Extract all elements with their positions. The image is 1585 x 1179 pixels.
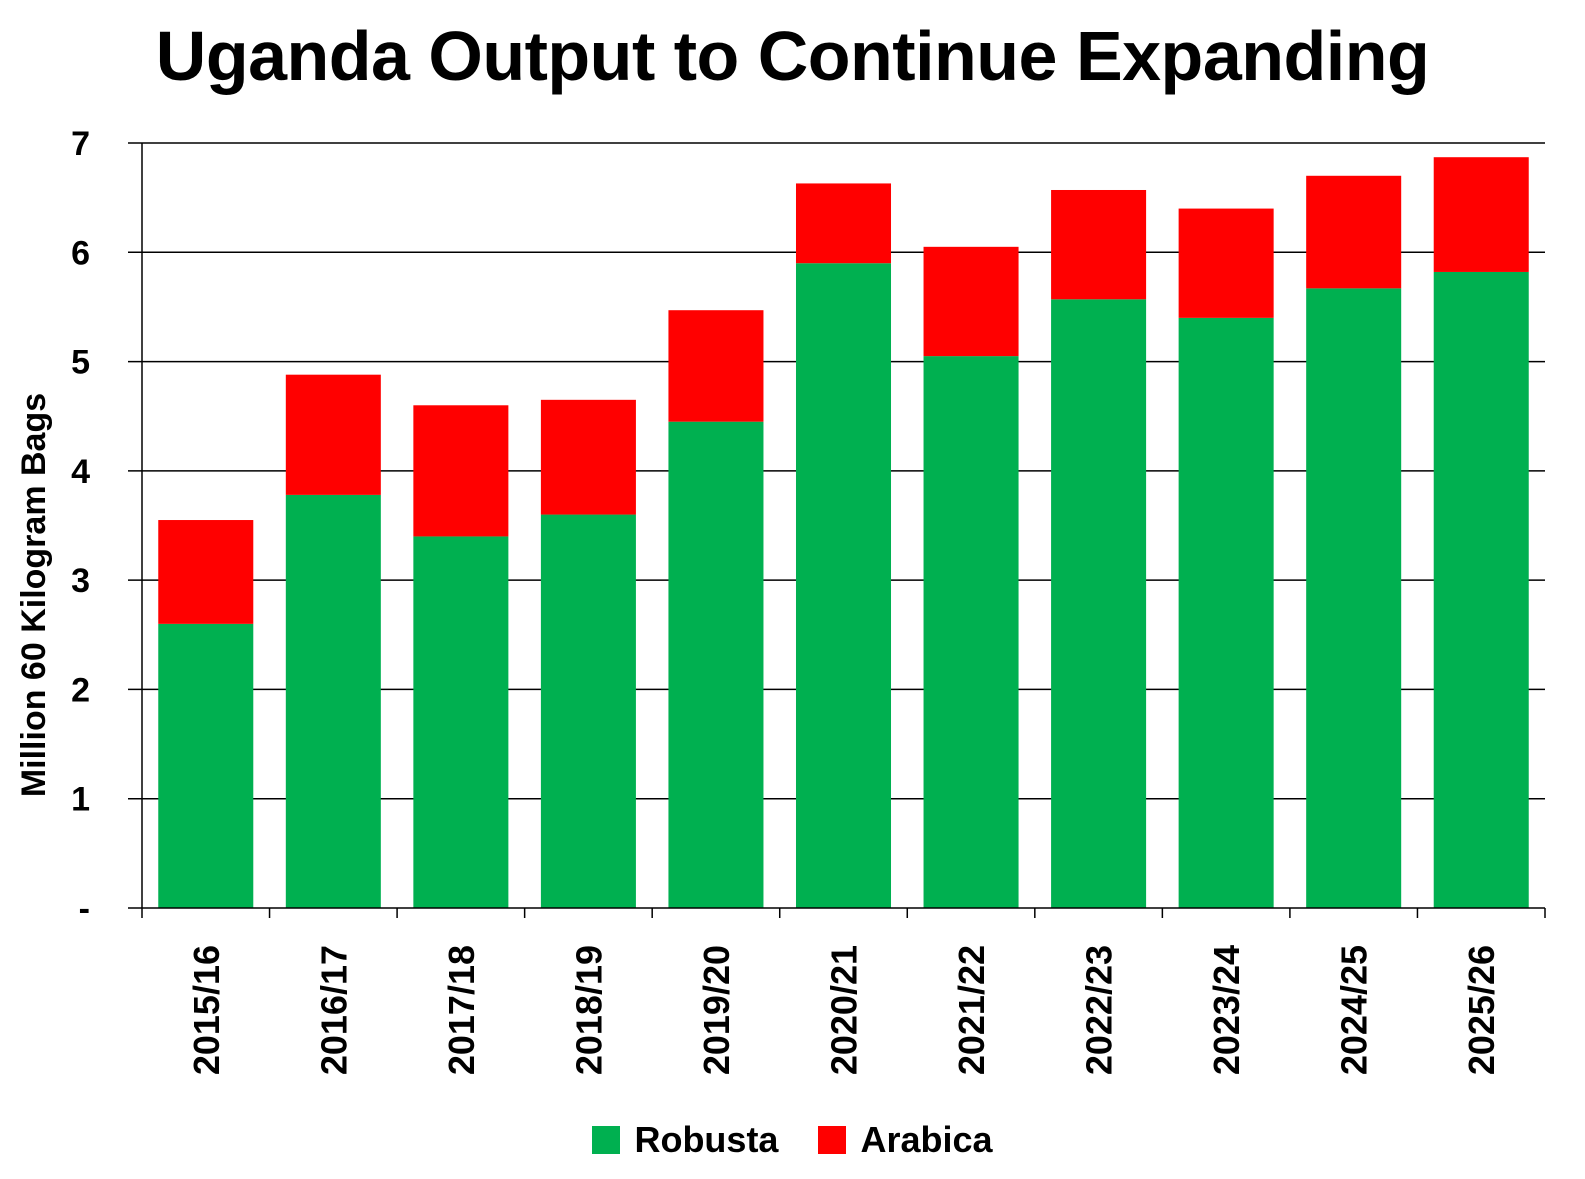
x-tick-label-2024-25: 2024/25 [1334, 945, 1375, 1075]
bar-arabica-2023-24 [1178, 208, 1274, 318]
y-tick-labels: - 1 2 3 4 5 6 7 [71, 125, 90, 928]
y-tick-label-7: 7 [71, 125, 90, 163]
bar-arabica-2019-20 [668, 310, 764, 422]
x-tick-label-2017-18: 2017/18 [441, 945, 482, 1075]
legend-item-arabica: Arabica [818, 1119, 993, 1161]
y-tick-label-4: 4 [71, 453, 90, 491]
bar-robusta-2024-25 [1306, 288, 1402, 909]
bar-arabica-2025-26 [1433, 157, 1529, 272]
axes [128, 143, 1546, 918]
legend-swatch-robusta [592, 1126, 621, 1154]
legend-label-robusta: Robusta [634, 1119, 779, 1160]
y-tick-label-6: 6 [71, 234, 90, 272]
bar-arabica-2020-21 [795, 183, 892, 264]
bar-arabica-2021-22 [923, 246, 1019, 357]
bar-arabica-2016-17 [285, 374, 381, 495]
x-tick-label-2021-22: 2021/22 [951, 945, 992, 1075]
y-axis-label: Million 60 Kilogram Bags [15, 393, 53, 797]
bar-robusta-2019-20 [668, 421, 764, 908]
legend-swatch-arabica [818, 1126, 847, 1154]
x-tick-labels: 2015/16 2016/17 2017/18 2018/19 2019/20 2020/… [186, 945, 1502, 1075]
y-tick-label-1: 1 [71, 781, 90, 819]
bar-arabica-2022-23 [1051, 189, 1147, 300]
bar-robusta-2022-23 [1051, 299, 1147, 908]
y-tick-label-3: 3 [71, 562, 90, 600]
bar-robusta-2020-21 [795, 263, 892, 908]
x-tick-label-2023-24: 2023/24 [1206, 945, 1247, 1075]
bar-arabica-2015-16 [158, 520, 254, 624]
bar-arabica-2017-18 [413, 405, 509, 537]
y-tick-label-5: 5 [71, 344, 90, 382]
x-tick-label-2020-21: 2020/21 [824, 945, 865, 1075]
bar-robusta-2017-18 [413, 536, 509, 908]
bar-arabica-2024-25 [1306, 175, 1402, 289]
bar-arabica-2018-19 [540, 399, 636, 515]
chart-title: Uganda Output to Continue Expanding [155, 17, 1430, 95]
x-tick-label-2025-26: 2025/26 [1461, 945, 1502, 1075]
x-tick-label-2019-20: 2019/20 [696, 945, 737, 1075]
y-tick-label-2: 2 [71, 671, 90, 709]
legend: Robusta Arabica [0, 1112, 1585, 1168]
bar-robusta-2023-24 [1178, 317, 1274, 908]
bar-robusta-2021-22 [923, 356, 1019, 908]
x-tick-label-2015-16: 2015/16 [186, 945, 227, 1075]
x-tick-label-2018-19: 2018/19 [568, 945, 609, 1075]
legend-item-robusta: Robusta [592, 1119, 778, 1161]
x-tick-label-2022-23: 2022/23 [1079, 945, 1120, 1075]
bar-robusta-2018-19 [540, 514, 636, 908]
bar-robusta-2015-16 [158, 623, 254, 908]
bar-robusta-2016-17 [285, 494, 381, 908]
x-tick-label-2016-17: 2016/17 [313, 945, 354, 1075]
bars [158, 157, 1529, 909]
y-tick-label-0: - [79, 890, 90, 928]
bar-robusta-2025-26 [1433, 271, 1529, 908]
legend-label-arabica: Arabica [860, 1119, 993, 1160]
